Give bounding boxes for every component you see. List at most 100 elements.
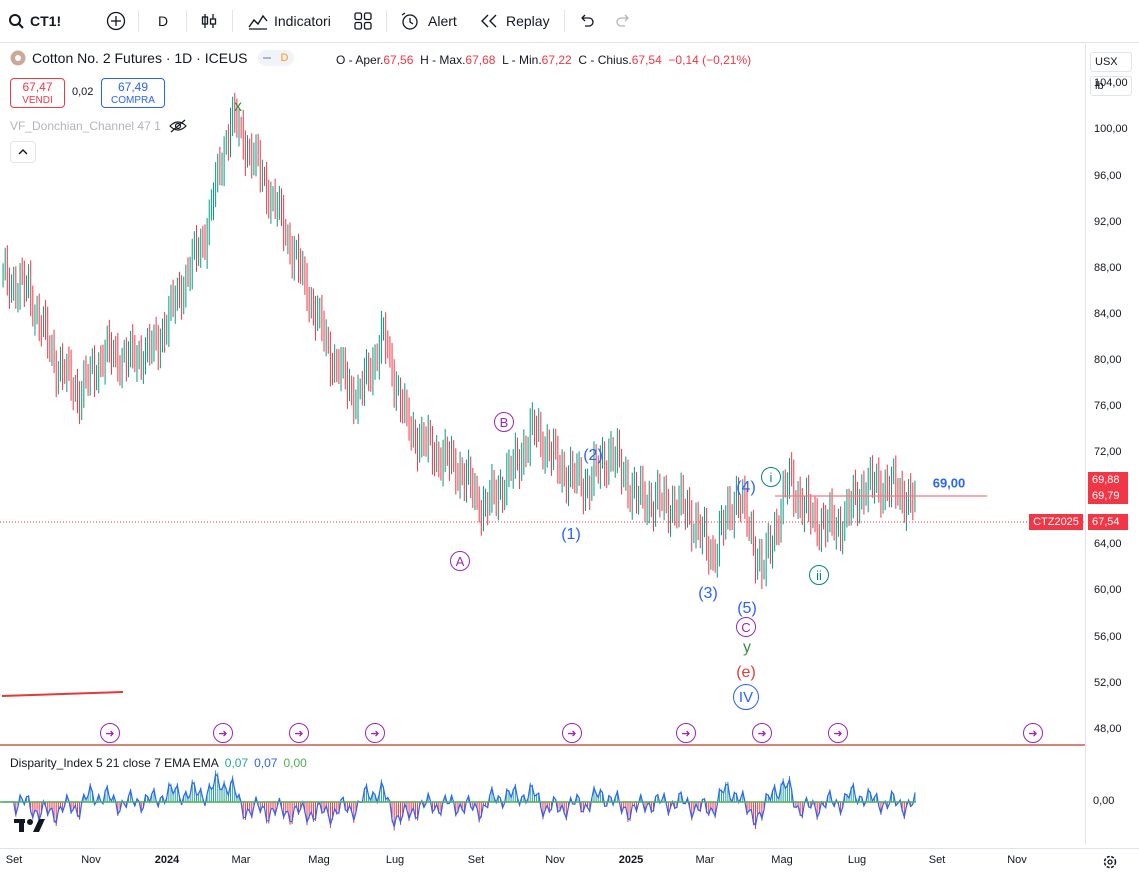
candles <box>2 92 916 589</box>
time-axis[interactable]: Set Nov 2024 Mar Mag Lug Set Nov 2025 Ma… <box>0 848 1139 882</box>
wave-label-ii[interactable]: ii <box>809 565 829 585</box>
price-tick: 88,00 <box>1094 261 1122 274</box>
arrow-right-icon: ➜ <box>370 727 380 740</box>
wave-label-y[interactable]: y <box>743 639 751 656</box>
low-value: 67,22 <box>541 53 572 67</box>
symbol-price-tag: CTZ2025 <box>1029 514 1083 530</box>
buy-label: COMPRA <box>111 95 155 106</box>
alert-label: Alert <box>428 13 457 29</box>
trendline[interactable] <box>1 691 124 697</box>
price-tick: 96,00 <box>1094 169 1122 182</box>
compare-button[interactable] <box>106 8 126 34</box>
price-scale[interactable]: USX lb 104,00 100,00 96,00 92,00 88,00 84,00 8… <box>1085 44 1139 844</box>
top-toolbar: CT1! D Indicatori Alert Repl <box>0 0 1139 43</box>
time-label: Set <box>5 854 23 866</box>
chart-type-button[interactable] <box>200 8 218 34</box>
event-marker[interactable]: ➜ <box>562 723 582 743</box>
open-value: 67,56 <box>383 53 414 67</box>
tradingview-logo-icon <box>14 819 45 832</box>
wave-label-2[interactable]: (2) <box>583 447 603 464</box>
grid-icon <box>354 12 372 30</box>
time-label: Nov <box>545 854 565 866</box>
disparity-ema-line <box>3 772 916 828</box>
delay-badge-label: D <box>280 52 289 64</box>
price-tick: 92,00 <box>1094 215 1122 228</box>
interval-button[interactable]: D <box>158 8 168 34</box>
disparity-index-pane <box>3 770 916 831</box>
wave-label-5[interactable]: (5) <box>737 600 757 617</box>
time-label: Mag <box>771 854 793 866</box>
arrow-right-icon: ➜ <box>757 727 767 740</box>
buy-button[interactable]: 67,49 COMPRA <box>101 78 165 108</box>
indicators-button[interactable]: Indicatori <box>248 8 331 34</box>
price-chart[interactable] <box>0 42 1085 848</box>
unit-label: lb <box>1095 80 1104 92</box>
close-value: 67,54 <box>631 53 662 67</box>
tradingview-logo[interactable] <box>14 817 46 838</box>
event-marker[interactable]: ➜ <box>213 723 233 743</box>
event-marker[interactable]: ➜ <box>752 723 772 743</box>
disparity-index-name: Disparity_Index 5 21 close 7 EMA EMA <box>10 756 219 770</box>
price-tick: 48,00 <box>1094 722 1122 735</box>
event-marker[interactable]: ➜ <box>100 723 120 743</box>
wave-label-IV[interactable]: IV <box>733 684 759 710</box>
unit-selector[interactable]: lb <box>1090 76 1132 96</box>
price-tick: 84,00 <box>1094 307 1122 320</box>
sell-button[interactable]: 67,47 VENDI <box>10 78 65 108</box>
price-tick: 100,00 <box>1094 123 1128 136</box>
gear-icon <box>1102 855 1118 874</box>
symbol-label: CT1! <box>30 13 62 29</box>
price-tick: 60,00 <box>1094 584 1122 597</box>
time-label: Mag <box>308 854 330 866</box>
price-tag-mid: 69,79 <box>1088 488 1128 504</box>
indicator-legend[interactable]: VF_Donchian_Channel 47 1 <box>10 119 187 133</box>
wave-label-i[interactable]: i <box>761 467 781 487</box>
arrow-right-icon: ➜ <box>105 727 115 740</box>
alarm-clock-icon <box>400 11 420 31</box>
eye-off-icon[interactable] <box>168 119 187 133</box>
arrow-right-icon: ➜ <box>833 727 843 740</box>
time-label: 2024 <box>154 854 180 866</box>
rewind-icon <box>480 14 498 28</box>
settings-button[interactable] <box>1102 854 1118 875</box>
disparity-index-legend[interactable]: Disparity_Index 5 21 close 7 EMA EMA 0,0… <box>10 756 307 770</box>
event-marker[interactable]: ➜ <box>289 723 309 743</box>
wave-label-A[interactable]: A <box>450 551 470 571</box>
interval-label: D <box>158 13 169 29</box>
time-label: 2025 <box>618 854 644 866</box>
wave-label-3[interactable]: (3) <box>698 585 718 602</box>
search-icon <box>8 13 24 29</box>
arrow-right-icon: ➜ <box>681 727 691 740</box>
disparity-value-2: 0,07 <box>254 756 278 770</box>
cotton-logo-icon <box>10 50 26 66</box>
event-marker[interactable]: ➜ <box>1023 723 1043 743</box>
market-status-badge[interactable]: D <box>257 50 294 66</box>
disparity-value-1: 0,07 <box>224 756 249 770</box>
wave-label-B[interactable]: B <box>494 412 514 432</box>
event-marker[interactable]: ➜ <box>828 723 848 743</box>
ohlc-values: O - Aper.67,56 H - Max.67,68 L - Min.67,… <box>336 53 751 67</box>
event-marker[interactable]: ➜ <box>676 723 696 743</box>
alert-button[interactable]: Alert <box>400 8 457 34</box>
undo-button[interactable] <box>578 8 594 34</box>
add-symbol-icon <box>106 11 126 31</box>
event-marker[interactable]: ➜ <box>365 723 385 743</box>
collapse-legend-button[interactable] <box>10 141 36 163</box>
replay-button[interactable]: Replay <box>480 8 550 34</box>
price-tick: 56,00 <box>1094 630 1122 643</box>
layouts-button[interactable] <box>354 8 372 34</box>
replay-label: Replay <box>506 13 550 29</box>
symbol-title[interactable]: Cotton No. 2 Futures · 1D · ICEUS <box>32 50 248 66</box>
sell-label: VENDI <box>22 95 53 106</box>
wave-label-e[interactable]: (e) <box>736 664 756 681</box>
low-label: L - Min. <box>502 53 542 67</box>
undo-icon <box>578 14 594 28</box>
redo-button[interactable] <box>616 8 632 34</box>
wave-label-C[interactable]: C <box>736 617 756 637</box>
currency-selector[interactable]: USX <box>1090 52 1132 72</box>
wave-label-4[interactable]: (4) <box>736 479 756 496</box>
wave-label-x[interactable]: x <box>234 98 242 115</box>
time-label: Nov <box>81 854 101 866</box>
symbol-search-button[interactable]: CT1! <box>8 8 61 34</box>
wave-label-1[interactable]: (1) <box>561 526 581 543</box>
